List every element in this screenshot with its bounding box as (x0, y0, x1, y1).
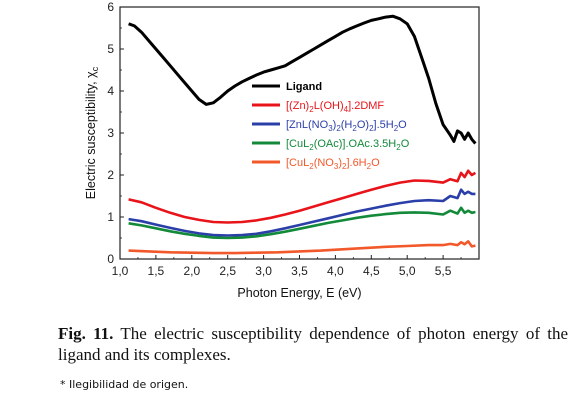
series-line-0 (128, 14, 477, 145)
footnote: * Ilegibilidad de origen. (60, 378, 189, 391)
plot-frame (119, 6, 480, 260)
y-axis-label: Electric susceptibility, χc (84, 66, 100, 199)
x-tick-label: 1,5 (148, 264, 165, 278)
legend-label: [(Zn)2L(OH)4].2DMF (286, 100, 384, 114)
x-tick-label: 5,0 (399, 264, 416, 278)
x-tick-label: 2,0 (183, 264, 200, 278)
y-tick-label: 6 (107, 0, 114, 14)
y-tick-label: 2 (107, 168, 114, 182)
y-tick-label: 0 (107, 252, 114, 266)
y-tick-label: 3 (107, 126, 114, 140)
legend-label: [CuL2(NO3)2].6H2O (286, 157, 380, 171)
y-tick-label: 5 (107, 42, 114, 56)
legend-label: [ZnL(NO3)2(H2O)2].5H2O (286, 119, 407, 133)
y-tick-label: 4 (107, 84, 114, 98)
x-tick-label: 3,5 (291, 264, 308, 278)
x-tick-label: 4,0 (327, 264, 344, 278)
x-axis-label: Photon Energy, E (eV) (237, 286, 361, 300)
series-line-3 (128, 206, 476, 240)
series-line-2 (128, 188, 476, 237)
legend: Ligand [(Zn)2L(OH)4].2DMF [ZnL(NO3)2(H2O)2… (252, 81, 410, 171)
y-axis-label-sub: c (90, 66, 100, 71)
series-line-1 (128, 169, 477, 224)
series-line-4 (128, 240, 476, 255)
caption-text: The electric susceptibility dependence o… (58, 324, 568, 364)
x-tick-label: 1,0 (112, 264, 129, 278)
legend-label: Ligand (286, 81, 322, 93)
caption-figure-number: Fig. 11. (58, 324, 114, 343)
y-axis-label-main: Electric susceptibility, χ (84, 71, 98, 199)
y-tick-label: 1 (107, 210, 114, 224)
x-tick-label: 5,5 (435, 264, 452, 278)
figure-chart: 1,0 1,5 2,0 2,5 3,0 3,5 4,0 4,5 5,0 5,5 0 1 2 3 4 5 6 Li… (84, 0, 480, 300)
chart-svg: 1,0 1,5 2,0 2,5 3,0 3,5 4,0 4,5 5,0 5,5 0 1 2 3 4 5 6 Li… (84, 0, 480, 300)
legend-label: [CuL2(OAc)].OAc.3.5H2O (286, 138, 410, 152)
x-tick-label: 4,5 (363, 264, 380, 278)
x-tick-label: 2,5 (219, 264, 236, 278)
figure-caption: Fig. 11. The electric susceptibility dep… (58, 323, 568, 365)
x-tick-label: 3,0 (255, 264, 272, 278)
